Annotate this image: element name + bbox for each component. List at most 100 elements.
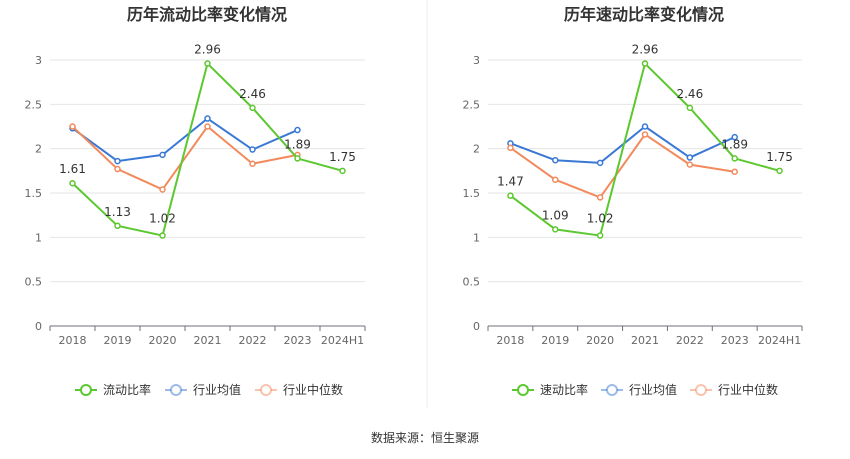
data-point-industry-average — [294, 126, 301, 134]
data-point-company — [686, 104, 694, 112]
data-point-industry-median — [552, 176, 559, 183]
legend-label: 行业均值 — [629, 382, 677, 397]
legend-item[interactable]: 行业中位数 — [690, 382, 778, 397]
series-line-industry-average — [510, 125, 736, 164]
data-point-industry-average — [731, 133, 738, 141]
chart-panel-1: 历年流动比率变化情况 0 0.5 1 1.5 2 2.5 3 2018 2019 2020 2021 2… — [25, 5, 366, 397]
data-label: 2.96 — [194, 43, 221, 57]
legend-circle-marker — [80, 384, 92, 396]
legend-item[interactable]: 行业均值 — [165, 382, 241, 397]
y-tick-label: 1 — [473, 231, 480, 244]
data-point-industry-median — [204, 123, 211, 130]
y-tick-label: 2.5 — [25, 98, 43, 111]
data-point-company — [507, 192, 514, 199]
data-point-company — [596, 232, 604, 239]
legend-circle-marker — [517, 384, 529, 396]
data-point-company — [731, 155, 738, 162]
data-point-industry-average — [204, 115, 211, 122]
legend-item[interactable]: 行业中位数 — [255, 382, 343, 397]
x-tick-label: 2019 — [104, 334, 132, 347]
y-tick-label: 3 — [35, 54, 42, 67]
legend-label: 速动比率 — [540, 382, 588, 397]
chart-panel-2: 历年速动比率变化情况 0 0.5 1 1.5 2 2.5 3 2018 2019 2020 2021 2… — [463, 5, 803, 397]
x-tick-label: 2020 — [586, 334, 614, 347]
x-tick-label: 2019 — [541, 334, 569, 347]
legend-item[interactable]: 速动比率 — [512, 382, 588, 397]
data-point-company — [294, 155, 301, 162]
x-tick-label: 2021 — [194, 334, 222, 347]
data-label: 1.02 — [149, 212, 176, 226]
data-label: 1.89 — [284, 137, 311, 151]
data-label: 1.02 — [587, 212, 614, 226]
data-point-industry-average — [641, 123, 649, 130]
data-point-industry-median — [641, 131, 649, 138]
data-label: 1.75 — [766, 150, 793, 164]
x-tick-label: 2020 — [149, 334, 177, 347]
data-label: 2.46 — [239, 87, 266, 101]
data-source-text: 数据来源：恒生聚源 — [371, 430, 479, 445]
x-tick-label: 2022 — [239, 334, 267, 347]
data-point-industry-average — [552, 156, 559, 164]
y-tick-label: 0.5 — [463, 276, 481, 289]
y-tick-label: 2 — [35, 143, 42, 156]
x-tick-label: 2018 — [496, 334, 524, 347]
data-label: 1.89 — [721, 137, 748, 151]
data-point-industry-median — [507, 144, 514, 152]
chart-title: 历年流动比率变化情况 — [127, 5, 287, 24]
data-point-company — [69, 179, 76, 187]
data-point-industry-median — [69, 123, 76, 130]
legend-label: 行业均值 — [193, 382, 241, 397]
y-tick-label: 1.5 — [463, 187, 481, 200]
legend-item[interactable]: 行业均值 — [601, 382, 677, 397]
x-tick-label: 2023 — [721, 334, 749, 347]
y-tick-label: 1 — [35, 231, 42, 244]
legend-circle-marker — [606, 384, 618, 396]
y-tick-label: 3 — [473, 54, 480, 67]
data-point-company — [204, 60, 211, 67]
chart-title: 历年速动比率变化情况 — [564, 5, 724, 24]
data-label: 1.13 — [104, 205, 131, 219]
data-point-company — [339, 167, 346, 175]
legend-label: 行业中位数 — [718, 382, 778, 397]
data-label: 1.09 — [542, 208, 569, 222]
x-tick-label: 2021 — [631, 334, 659, 347]
data-point-industry-median — [249, 160, 256, 167]
data-label: 1.75 — [329, 150, 356, 164]
y-tick-label: 0 — [35, 320, 42, 333]
legend-item[interactable]: 流动比率 — [75, 382, 151, 397]
series-line-industry-median — [71, 125, 298, 191]
x-tick-label: 2024H1 — [321, 334, 364, 347]
x-tick-label: 2018 — [59, 334, 87, 347]
data-point-industry-median — [686, 161, 694, 168]
data-point-company — [114, 222, 121, 230]
y-tick-label: 1.5 — [25, 187, 43, 200]
data-point-industry-average — [249, 146, 256, 153]
data-point-industry-median — [159, 186, 166, 193]
data-point-industry-median — [731, 168, 738, 175]
data-point-industry-median — [114, 165, 121, 173]
legend-circle-marker — [170, 384, 182, 396]
legend-label: 流动比率 — [103, 382, 151, 397]
legend-circle-marker — [260, 384, 272, 396]
y-tick-label: 2.5 — [463, 98, 481, 111]
x-tick-label: 2024H1 — [758, 334, 801, 347]
data-label: 2.46 — [676, 87, 703, 101]
data-label: 2.96 — [632, 43, 659, 57]
data-point-industry-median — [596, 194, 604, 201]
y-tick-label: 2 — [473, 143, 480, 156]
data-point-company — [776, 167, 783, 175]
data-label: 1.61 — [59, 162, 86, 176]
y-tick-label: 0.5 — [25, 276, 43, 289]
legend-circle-marker — [695, 384, 707, 396]
series-line-industry-average — [71, 117, 298, 163]
y-tick-label: 0 — [473, 320, 480, 333]
data-point-company — [159, 232, 166, 239]
x-tick-label: 2022 — [676, 334, 704, 347]
data-point-industry-average — [159, 151, 166, 159]
data-point-company — [249, 104, 256, 112]
legend-label: 行业中位数 — [283, 382, 343, 397]
x-tick-label: 2023 — [284, 334, 312, 347]
data-point-industry-average — [114, 157, 121, 165]
data-point-company — [552, 226, 559, 233]
